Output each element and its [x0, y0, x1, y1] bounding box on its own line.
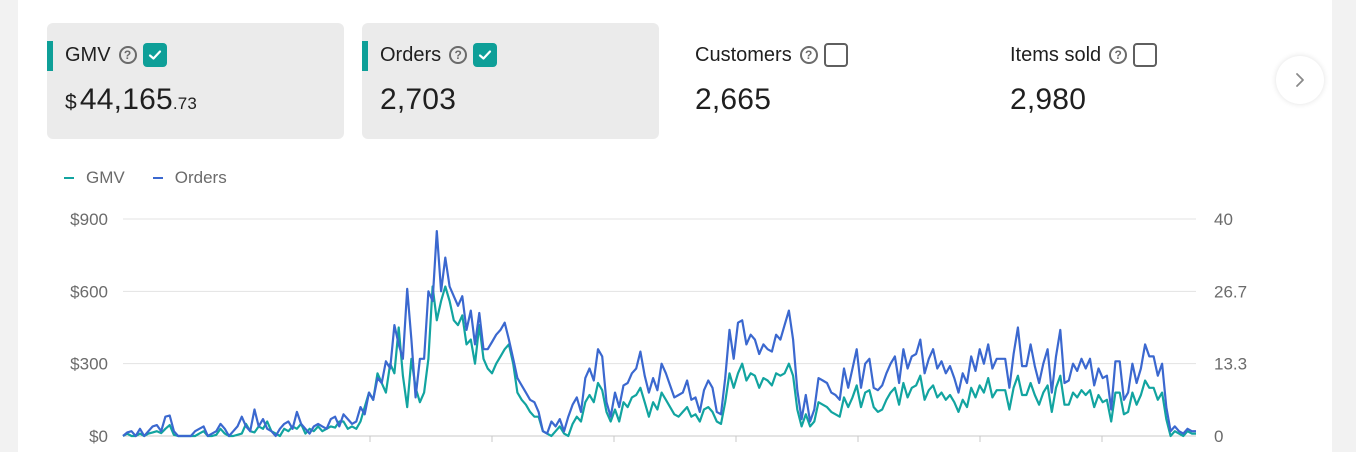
card-accent-bar [47, 41, 53, 71]
y-right-tick-label: 40 [1214, 210, 1233, 229]
check-icon [479, 50, 492, 60]
metric-checkbox-checked[interactable] [142, 43, 167, 67]
metric-card-customers[interactable]: Customers ? 2,665 [677, 23, 974, 139]
help-icon[interactable]: ? [449, 46, 468, 64]
left-axis: $0 $300 $600 $900 [70, 210, 108, 446]
metric-label: GMV [65, 43, 111, 66]
legend-swatch-gmv [64, 177, 74, 179]
metric-card-orders[interactable]: Orders ? 2,703 [362, 23, 659, 139]
chart-legend: GMV Orders [64, 168, 227, 188]
metric-card-gmv[interactable]: GMV ? $44,165.73 [47, 23, 344, 139]
check-icon [148, 50, 161, 60]
metric-value: 2,665 [695, 83, 771, 117]
series-line-gmv [122, 285, 1196, 438]
legend-item-gmv[interactable]: GMV [64, 168, 125, 188]
y-left-tick-label: $600 [70, 282, 108, 301]
chart-lines [122, 230, 1196, 438]
metric-checkbox-unchecked[interactable] [823, 43, 848, 67]
metric-label: Items sold [1010, 43, 1102, 66]
legend-swatch-orders [152, 177, 163, 179]
metric-value: $44,165.73 [65, 83, 197, 117]
series-line-orders [122, 230, 1196, 438]
metric-card-items-sold[interactable]: Items sold ? 2,980 [992, 23, 1232, 139]
metric-checkbox-unchecked[interactable] [1133, 43, 1158, 67]
value-main: 2,703 [380, 83, 457, 116]
y-left-tick-label: $0 [89, 427, 108, 446]
chevron-right-icon [1296, 73, 1304, 87]
y-right-tick-label: 0 [1214, 427, 1223, 446]
right-axis: 0 13.3 26.7 40 [1214, 210, 1247, 446]
card-accent-bar [362, 41, 368, 71]
next-metrics-button[interactable] [1276, 56, 1324, 104]
metric-value: 2,703 [380, 83, 456, 117]
chart-grid [123, 218, 1196, 437]
help-icon[interactable]: ? [118, 46, 137, 64]
value-main: 44,165 [79, 83, 173, 116]
y-left-tick-label: $900 [70, 210, 108, 229]
metric-value: 2,980 [1010, 83, 1086, 117]
y-left-tick-label: $300 [70, 355, 108, 374]
analytics-panel: GMV ? $44,165.73 Orders ? 2,703 Customer… [18, 0, 1332, 452]
legend-label-orders: Orders [174, 168, 227, 187]
currency-symbol: $ [65, 91, 77, 114]
value-decimal: .73 [172, 94, 198, 113]
value-main: 2,980 [1010, 83, 1087, 116]
value-main: 2,665 [695, 83, 772, 116]
y-right-tick-label: 26.7 [1214, 282, 1247, 301]
x-axis-ticks [369, 436, 1103, 442]
metric-label: Orders [380, 43, 442, 66]
y-right-tick-label: 13.3 [1214, 355, 1247, 374]
metric-label: Customers [695, 43, 792, 66]
metric-checkbox-checked[interactable] [473, 43, 498, 67]
help-icon[interactable]: ? [1109, 46, 1128, 64]
legend-label-gmv: GMV [86, 168, 125, 187]
legend-item-orders[interactable]: Orders [152, 168, 227, 188]
help-icon[interactable]: ? [799, 46, 818, 64]
